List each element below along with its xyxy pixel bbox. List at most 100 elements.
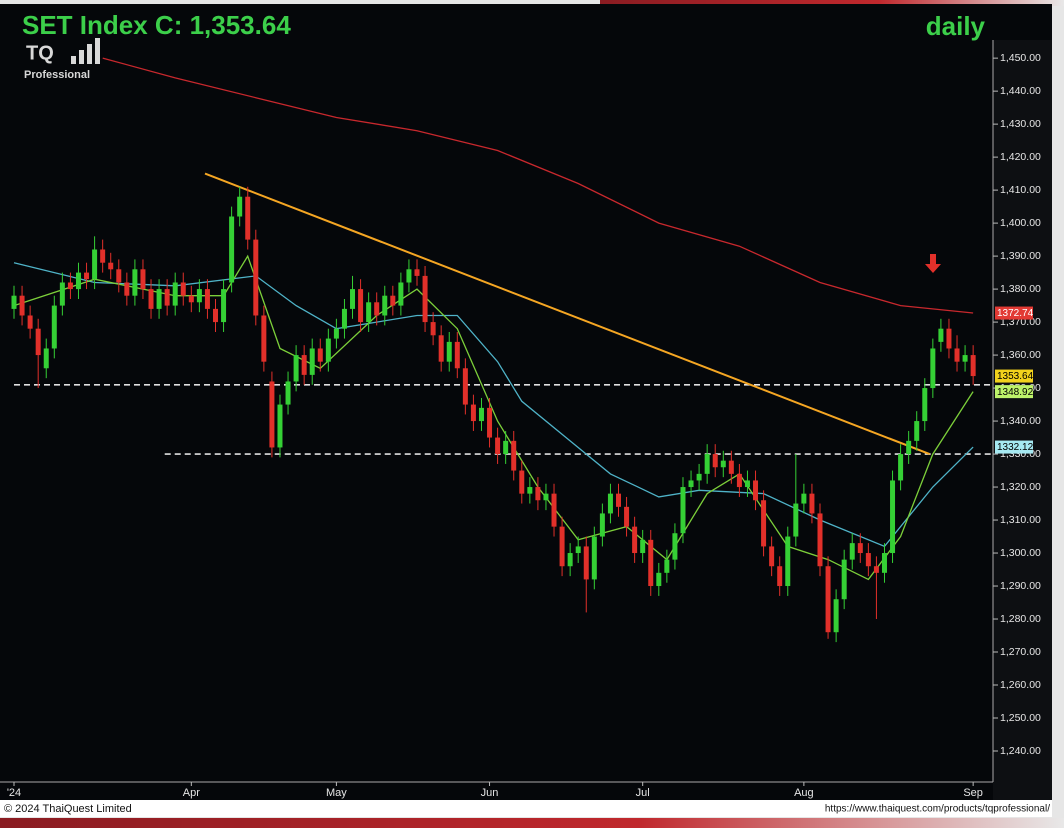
candle-body	[906, 440, 912, 455]
candle-body	[204, 289, 210, 309]
candle-body	[325, 338, 331, 362]
candle-body	[478, 407, 484, 422]
candle-body	[196, 289, 202, 303]
candle-body	[84, 272, 90, 280]
candle-body	[833, 599, 839, 633]
y-tick-label: 1,390.00	[1000, 250, 1041, 262]
y-tick-label: 1,320.00	[1000, 481, 1041, 493]
plot-area	[11, 57, 993, 643]
value-tag-label: 1353.64	[997, 371, 1034, 382]
candle-body	[616, 493, 621, 507]
candle-body	[962, 355, 968, 362]
y-tick-label: 1,440.00	[1000, 85, 1041, 97]
candle-body	[333, 328, 339, 339]
x-tick-label: Aug	[794, 787, 814, 799]
candle-body	[527, 487, 533, 494]
candle-body	[116, 269, 122, 283]
candle-body	[591, 536, 597, 580]
y-tick-label: 1,340.00	[1000, 415, 1041, 427]
candle-body	[873, 566, 879, 573]
candle-body	[777, 566, 783, 587]
value-tag-label: 1372.74	[997, 308, 1034, 319]
logo-bar	[79, 50, 84, 64]
candle-body	[27, 315, 33, 329]
candle-body	[970, 355, 976, 377]
candle-body	[164, 289, 170, 306]
candle-body	[253, 239, 259, 316]
y-tick-label: 1,400.00	[1000, 217, 1041, 229]
candle-body	[946, 328, 952, 349]
candle-body	[398, 282, 404, 306]
y-tick-label: 1,430.00	[1000, 118, 1041, 130]
candle-body	[470, 404, 476, 422]
logo-bar	[95, 38, 100, 64]
candle-body	[148, 289, 154, 309]
candle-body	[503, 440, 509, 455]
candle-body	[519, 470, 525, 494]
candle-body	[857, 543, 863, 554]
candle-body	[809, 493, 815, 514]
y-tick-label: 1,280.00	[1000, 613, 1041, 625]
candle-body	[890, 480, 896, 554]
y-tick-label: 1,300.00	[1000, 547, 1041, 559]
candle-body	[704, 454, 710, 474]
candle-body	[793, 503, 799, 537]
y-tick-label: 1,380.00	[1000, 283, 1041, 295]
candle-body	[736, 473, 742, 488]
candle-body	[454, 341, 460, 369]
x-tick-label: May	[326, 787, 347, 799]
x-tick-label: Jun	[481, 787, 499, 799]
value-tag	[995, 369, 1033, 383]
candle-body	[269, 381, 275, 448]
candle-body	[535, 487, 541, 501]
candle-body	[511, 440, 517, 471]
plot-background	[0, 4, 1052, 800]
candle-body	[599, 513, 605, 537]
candle-body	[188, 295, 194, 303]
candle-body	[728, 460, 734, 474]
candle-body	[180, 282, 186, 296]
candle-body	[285, 381, 291, 405]
y-tick-label: 1,250.00	[1000, 712, 1041, 724]
candle-body	[317, 348, 323, 362]
candle-body	[59, 282, 65, 306]
candle-body	[406, 269, 412, 283]
footer-right: https://www.thaiquest.com/products/tqpro…	[825, 804, 1050, 815]
value-tag-label: 1332.12	[997, 442, 1034, 453]
moving-average-line	[102, 57, 974, 314]
candle-body	[446, 341, 452, 362]
candle-body	[358, 289, 364, 323]
candle-body	[92, 249, 98, 280]
chart-title: SET Index C: 1,353.64	[22, 10, 291, 40]
candle-body	[221, 289, 227, 323]
candle-body	[664, 559, 670, 573]
candle-body	[849, 543, 855, 560]
annotation-arrow	[925, 254, 941, 273]
y-tick-label: 1,360.00	[1000, 349, 1041, 361]
candle-body	[366, 302, 372, 323]
candle-body	[817, 513, 823, 567]
candle-body	[67, 282, 73, 290]
candle-body	[543, 493, 549, 501]
logo-text: TQ	[26, 42, 54, 64]
candle-body	[640, 539, 646, 554]
candle-body	[430, 322, 436, 336]
candle-body	[551, 493, 557, 527]
candle-body	[881, 553, 887, 573]
y-tick-label: 1,410.00	[1000, 184, 1041, 196]
value-tag-label: 1348.92	[997, 387, 1034, 398]
candle-body	[930, 348, 936, 389]
candle-body	[422, 275, 428, 323]
candle-body	[785, 536, 791, 587]
candle-body	[390, 295, 396, 306]
footer-bar	[0, 800, 1052, 817]
y-tick-label: 1,310.00	[1000, 514, 1041, 526]
candle-body	[293, 355, 299, 382]
candle-body	[761, 500, 767, 547]
frame-edge	[600, 0, 1064, 6]
candle-body	[124, 282, 130, 296]
candle-body	[245, 196, 251, 240]
candle-body	[801, 493, 807, 504]
candle-body	[237, 196, 243, 217]
